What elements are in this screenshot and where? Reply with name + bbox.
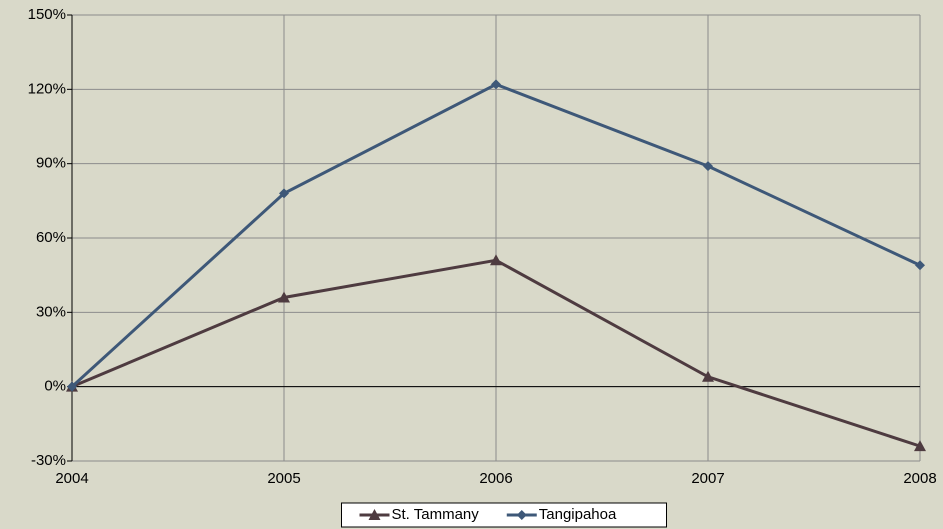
point — [703, 161, 713, 172]
y-tick-label: 30% — [36, 303, 66, 320]
point — [279, 188, 289, 199]
x-tick-label: 2007 — [691, 470, 724, 487]
point — [67, 381, 77, 392]
y-tick-label: 120% — [28, 80, 66, 97]
x-tick-label: 2008 — [903, 470, 936, 487]
x-tick-label: 2004 — [55, 470, 88, 487]
y-tick-label: -30% — [31, 452, 66, 469]
point — [915, 260, 925, 271]
legend-label: Tangipahoa — [539, 506, 617, 523]
y-tick-label: 0% — [44, 378, 66, 395]
point — [490, 254, 502, 266]
point — [491, 79, 501, 90]
point — [278, 291, 290, 303]
y-tick-label: 150% — [28, 6, 66, 23]
y-tick-label: 90% — [36, 155, 66, 172]
legend-label: St. Tammany — [392, 506, 480, 523]
y-tick-label: 60% — [36, 229, 66, 246]
x-tick-label: 2006 — [479, 470, 512, 487]
legend-box — [341, 502, 667, 528]
legend-marker — [516, 510, 527, 520]
legend-marker — [368, 509, 381, 520]
x-tick-label: 2005 — [267, 470, 300, 487]
point — [702, 370, 714, 382]
point — [914, 440, 926, 452]
